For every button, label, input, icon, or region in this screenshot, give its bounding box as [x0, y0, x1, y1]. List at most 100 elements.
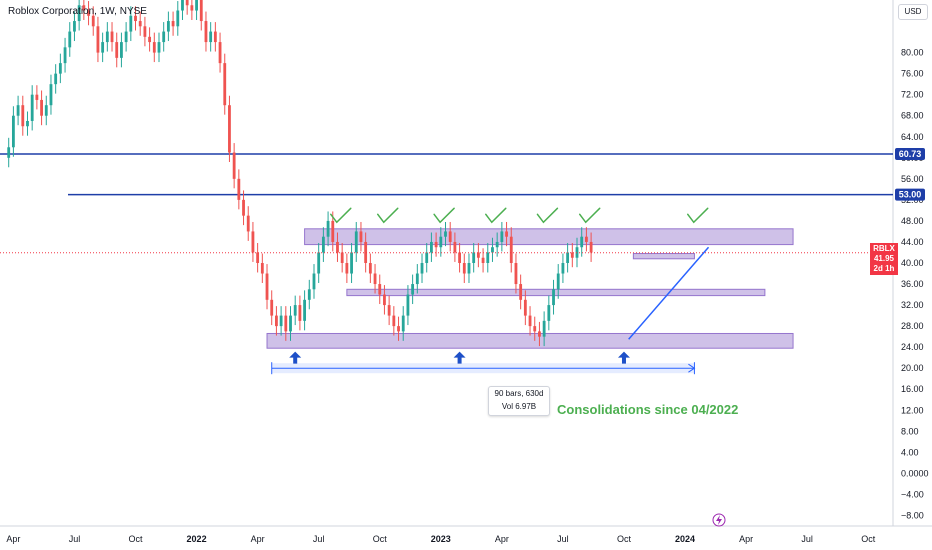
candle-body: [129, 15, 133, 32]
candle-body: [298, 305, 302, 321]
candle-body: [566, 252, 570, 263]
candle-body: [467, 263, 471, 274]
x-tick-label: 2022: [187, 534, 207, 544]
candle-body: [143, 26, 147, 37]
currency-label[interactable]: USD: [898, 4, 928, 20]
candle-body: [387, 305, 391, 316]
candle-body: [162, 31, 166, 43]
y-tick-label: 8.00: [901, 426, 919, 436]
x-tick-label: Jul: [313, 534, 325, 544]
candle-body: [321, 236, 325, 253]
consolidation-zone: [266, 332, 794, 349]
green-check-icon: [433, 207, 455, 224]
candle-body: [289, 315, 292, 332]
candle-body: [157, 42, 161, 53]
candle-body: [181, 0, 184, 11]
candle-body: [378, 284, 382, 295]
x-tick-label: Apr: [6, 534, 20, 544]
candle-body: [547, 305, 551, 321]
x-tick-label: Apr: [251, 534, 265, 544]
candle-body: [458, 252, 461, 263]
candle-body: [481, 257, 485, 263]
candle-body: [82, 5, 86, 11]
x-tick-label: Oct: [861, 534, 876, 544]
candle-body: [293, 305, 297, 316]
candle-body: [589, 241, 593, 253]
x-tick-label: Oct: [373, 534, 388, 544]
candle-body: [552, 289, 555, 306]
candle-body: [228, 105, 231, 153]
candle-body: [317, 252, 321, 274]
candle-body: [514, 263, 518, 285]
candle-body: [209, 31, 213, 43]
candle-body: [556, 273, 560, 290]
y-tick-label: 16.00: [901, 384, 924, 394]
candle-body: [345, 263, 349, 274]
candle-body: [326, 220, 330, 237]
green-check-icon: [330, 207, 352, 224]
candle-body: [528, 315, 532, 327]
candle-body: [120, 42, 123, 58]
candle-body: [425, 252, 429, 263]
consolidation-zone: [304, 228, 794, 246]
y-tick-label: 36.00: [901, 279, 924, 289]
y-tick-label: 56.00: [901, 174, 924, 184]
candle-body: [476, 252, 480, 258]
candle-body: [561, 263, 565, 274]
candle-body: [584, 236, 588, 242]
chart-title: Roblox Corporation, 1W, NYSE: [8, 6, 147, 17]
level-price-text: 60.73: [899, 149, 922, 159]
candle-body: [570, 252, 574, 258]
candle-body: [35, 94, 39, 100]
y-tick-label: 76.00: [901, 69, 924, 79]
candle-body: [166, 21, 170, 32]
candle-body: [58, 63, 62, 74]
candle-body: [148, 36, 152, 43]
candle-body: [176, 10, 180, 27]
candle-body: [303, 299, 307, 321]
candle-body: [265, 273, 269, 300]
candle-body: [350, 252, 353, 274]
candle-body: [462, 263, 466, 274]
y-tick-label: 4.00: [901, 447, 919, 457]
candle-body: [91, 15, 95, 27]
candle-body: [500, 231, 504, 242]
candle-body: [223, 63, 227, 106]
lightning-glyph-icon: [716, 515, 722, 525]
candle-body: [96, 26, 100, 53]
x-tick-label: 2023: [431, 534, 451, 544]
x-tick-label: Oct: [617, 534, 632, 544]
candle-body: [199, 0, 203, 22]
candle-body: [523, 299, 527, 316]
candle-body: [124, 31, 128, 43]
last-price-countdown: 2d 1h: [873, 264, 895, 273]
candle-body: [115, 42, 119, 58]
range-measure-box: 90 bars, 630d Vol 6.97B: [488, 386, 550, 416]
green-check-icon: [536, 207, 559, 224]
candle-body: [213, 31, 217, 43]
candle-body: [110, 31, 114, 43]
candle-body: [73, 21, 76, 32]
candle-body: [336, 241, 339, 253]
y-tick-label: 20.00: [901, 363, 924, 373]
y-tick-label: −8.00: [901, 510, 924, 520]
candle-body: [185, 0, 189, 6]
x-tick-label: Apr: [739, 534, 753, 544]
candle-body: [16, 105, 20, 116]
candle-body: [152, 42, 156, 53]
y-tick-label: 12.00: [901, 405, 924, 415]
candle-body: [275, 315, 278, 327]
last-price-label: RBLX 41.95 2d 1h: [870, 243, 898, 275]
y-tick-label: 32.00: [901, 300, 924, 310]
y-tick-label: 64.00: [901, 132, 924, 142]
x-tick-label: 2024: [675, 534, 695, 544]
candle-body: [509, 236, 513, 263]
range-bars-text: 90 bars, 630d: [494, 389, 544, 398]
last-price-symbol: RBLX: [873, 244, 895, 253]
candle-body: [383, 294, 386, 306]
candle-body: [575, 247, 579, 258]
candle-body: [312, 273, 316, 290]
candle-body: [411, 284, 415, 295]
